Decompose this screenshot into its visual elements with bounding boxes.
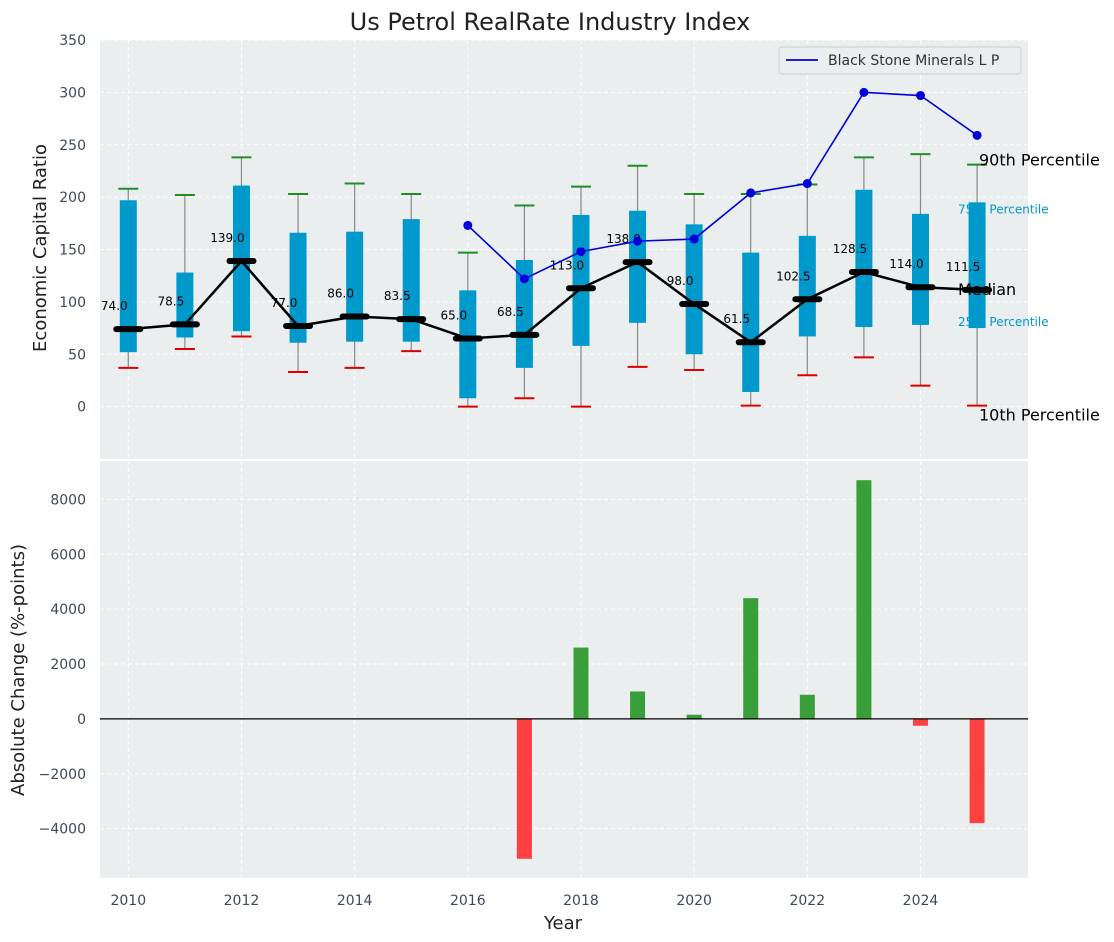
x-axis-label: Year [543,913,583,934]
change-bar [856,480,872,719]
change-bar [912,718,928,726]
iqr-box [119,200,137,353]
iqr-box [572,214,590,346]
company-series-point [463,220,473,230]
bottom-y-tick-label: 4000 [50,602,86,618]
iqr-box [798,235,816,337]
top-y-tick-label: 250 [59,138,86,154]
top-y-tick-label: 0 [77,400,86,416]
change-bar [686,714,702,719]
annotation-p25: 25th Percentile [958,315,1049,329]
x-tick-label: 2018 [563,893,599,909]
bottom-panel: −4000 −2000 0 2000 4000 6000 8000 2010 2012 2014 2… [39,461,1028,909]
iqr-box [515,259,533,368]
change-bar [743,598,759,719]
company-series-point [633,236,643,246]
median-value-label: 111.5 [946,260,980,274]
top-y-tick-label: 50 [68,347,86,363]
median-value-label: 113.0 [550,258,584,272]
median-line [128,259,978,344]
x-tick-label: 2022 [789,893,825,909]
change-bar [516,718,532,859]
change-bar [969,718,985,824]
median-value-label: 139.0 [210,231,244,245]
annotation-p90: 90th Percentile [979,151,1100,170]
x-tick-label: 2014 [337,893,373,909]
iqr-box [685,224,703,355]
median-value-label: 114.0 [889,257,923,271]
x-tick-label: 2024 [903,893,939,909]
bottom-y-tick-label: 6000 [50,547,86,563]
bottom-y-tick-label: 0 [77,712,86,728]
x-tick-label: 2012 [224,893,260,909]
company-series-point [746,188,756,198]
median-value-label: 77.0 [271,296,298,310]
bottom-y-tick-label: −4000 [39,822,86,838]
bottom-y-tick-label: 8000 [50,492,86,508]
median-value-label: 78.5 [158,294,185,308]
company-series-point [972,130,982,140]
median-value-label: 61.5 [723,312,750,326]
bottom-y-tick-label: 2000 [50,657,86,673]
median-value-label: 74.0 [101,299,128,313]
x-tick-label: 2020 [676,893,712,909]
top-y-tick-label: 150 [59,243,86,259]
x-tick-label: 2016 [450,893,486,909]
top-y-tick-label: 350 [59,33,86,49]
company-series-point [576,247,586,257]
top-y-tick-label: 100 [59,295,86,311]
bottom-plot-background [100,461,1028,878]
median-value-label: 68.5 [497,305,524,319]
median-value-label: 102.5 [776,269,810,283]
company-series-point [915,91,925,101]
change-bar [799,694,815,719]
annotation-p10: 10th Percentile [979,406,1100,425]
median-value-label: 86.0 [327,287,354,301]
top-panel: 0 50 100 150 200 250 300 350 74.0 78.5 139.0 77.0 86… [59,33,1100,459]
median-value-label: 128.5 [833,242,867,256]
change-bar [630,691,646,719]
median-value-label: 83.5 [384,289,411,303]
iqr-box [289,232,307,343]
top-y-tick-label: 200 [59,190,86,206]
change-bar [573,647,589,719]
company-series-point [859,87,869,97]
top-y-axis-label: Economic Capital Ratio [30,144,51,352]
company-series-point [689,234,699,244]
bottom-y-tick-label: −2000 [39,767,86,783]
iqr-box [968,202,986,329]
iqr-box [742,252,760,392]
legend-box [778,46,1022,75]
iqr-box [911,213,929,325]
legend-label: Black Stone Minerals L P [828,53,999,69]
iqr-box [459,290,477,399]
company-series-point [519,274,529,284]
chart-title: Us Petrol RealRate Industry Index [350,8,751,36]
top-y-tick-label: 300 [59,85,86,101]
bottom-y-axis-label: Absolute Change (%-points) [8,544,29,796]
x-tick-label: 2010 [110,893,146,909]
iqr-box [855,189,873,328]
annotation-median: Median [958,280,1016,299]
iqr-box [629,210,647,323]
median-value-label: 98.0 [667,274,694,288]
annotation-p75: 75th Percentile [958,202,1049,216]
company-series-point [802,179,812,189]
company-series-line [467,91,978,280]
iqr-box [402,219,420,342]
median-value-label: 65.0 [440,309,467,323]
